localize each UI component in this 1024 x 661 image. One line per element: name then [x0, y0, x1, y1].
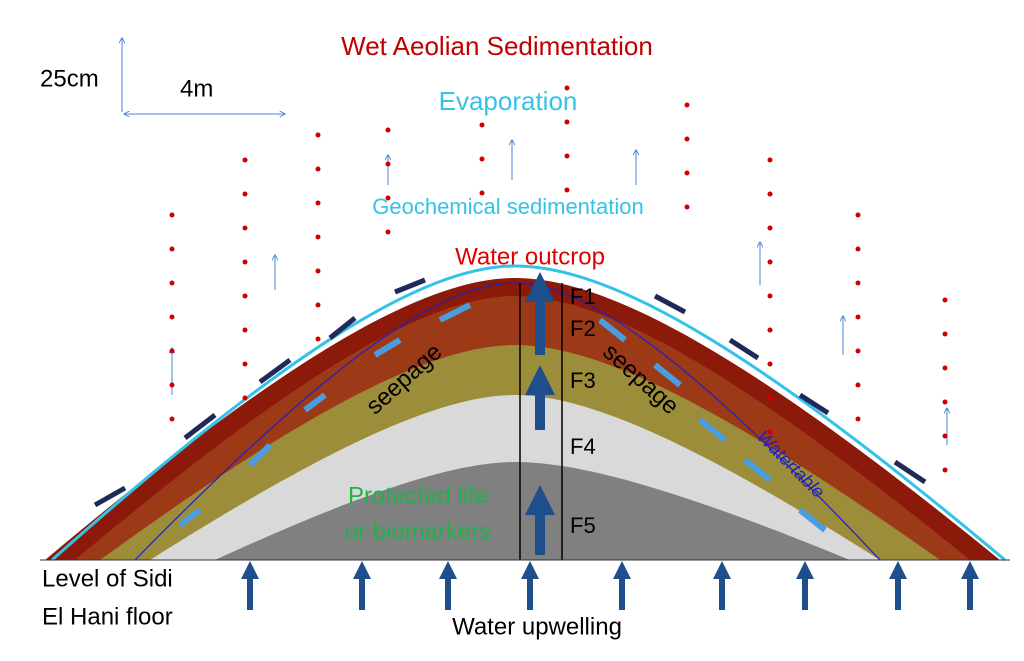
sediment-dot	[479, 122, 485, 128]
label: Evaporation	[439, 86, 578, 116]
label: Level of Sidi	[42, 565, 173, 592]
sediment-dot	[242, 191, 248, 197]
sediment-dot	[564, 119, 570, 125]
runoff-arrow	[183, 413, 217, 440]
sediment-dot	[684, 136, 690, 142]
sediment-dot	[942, 467, 948, 473]
sediment-dot	[767, 327, 773, 333]
sediment-dot	[242, 327, 248, 333]
seepage-arrow	[698, 417, 727, 443]
label: Water outcrop	[455, 243, 605, 270]
runoff-arrow	[798, 392, 830, 416]
runoff-arrow	[258, 357, 292, 385]
sediment-dot	[315, 132, 321, 138]
sediment-dot	[242, 157, 248, 163]
sediment-dot	[855, 348, 861, 354]
label: Geochemical sedimentation	[372, 194, 643, 219]
sediment-dot	[169, 212, 175, 218]
sediment-dot	[242, 259, 248, 265]
seepage-arrow	[653, 362, 682, 388]
sediment-dot	[855, 280, 861, 286]
runoff-arrow	[893, 459, 927, 485]
sediment-dot	[942, 297, 948, 303]
sediment-dot	[684, 170, 690, 176]
sediment-dot	[242, 293, 248, 299]
label: Wet Aeolian Sedimentation	[341, 31, 653, 61]
seepage-arrow	[178, 507, 202, 528]
seepage-arrow	[303, 392, 327, 413]
sediment-dot	[315, 166, 321, 172]
facies-label: F3	[570, 368, 596, 393]
sediment-dot	[684, 102, 690, 108]
sediment-dot	[315, 200, 321, 206]
sediment-dot	[942, 399, 948, 405]
sediment-dot	[767, 429, 773, 435]
sediment-dot	[315, 336, 321, 342]
sediment-dot	[242, 361, 248, 367]
sediment-dot	[767, 157, 773, 163]
sediment-dot	[942, 331, 948, 337]
runoff-arrow	[328, 316, 357, 340]
seepage-arrow	[373, 337, 402, 358]
seepage-arrow	[798, 507, 827, 533]
sediment-dot	[767, 293, 773, 299]
sediment-dot	[855, 314, 861, 320]
label: or biomarkers	[345, 518, 492, 545]
sediment-dot	[855, 212, 861, 218]
sediment-dot	[767, 259, 773, 265]
watertable-line	[134, 282, 881, 561]
sediment-dot	[855, 416, 861, 422]
sediment-dot	[564, 153, 570, 159]
sediment-dot	[767, 361, 773, 367]
sediment-dot	[684, 204, 690, 210]
scale-label: 25cm	[40, 65, 99, 92]
sediment-dot	[315, 234, 321, 240]
facies-label: F5	[570, 513, 596, 538]
sediment-dot	[242, 395, 248, 401]
seepage-arrow	[598, 317, 627, 343]
mound-layers	[40, 264, 1010, 562]
sediment-dot	[767, 395, 773, 401]
sediment-dot	[564, 85, 570, 91]
sediment-dot	[479, 190, 485, 196]
runoff-arrow	[653, 293, 687, 315]
sediment-dot	[169, 314, 175, 320]
seepage-arrow	[438, 302, 472, 323]
sediment-dot	[479, 156, 485, 162]
sediment-dot	[315, 268, 321, 274]
sediment-dot	[767, 191, 773, 197]
runoff-arrow	[394, 277, 426, 295]
label: El Hani floor	[42, 603, 173, 630]
sediment-dot	[385, 195, 391, 201]
runoff-arrow	[93, 485, 127, 508]
facies-label: F1	[570, 284, 596, 309]
decorations	[93, 85, 979, 610]
sediment-dot	[169, 416, 175, 422]
sediment-dot	[942, 365, 948, 371]
sediment-dot	[169, 382, 175, 388]
sediment-dot	[169, 348, 175, 354]
sediment-dot	[242, 225, 248, 231]
sediment-dot	[385, 161, 391, 167]
sediment-dot	[942, 433, 948, 439]
sediment-dot	[564, 187, 570, 193]
sediment-dot	[169, 246, 175, 252]
surface-line	[51, 264, 1006, 562]
label: Protected life	[348, 482, 488, 509]
label: Water upwelling	[452, 613, 622, 640]
facies-label: F4	[570, 434, 596, 459]
facies-label: F2	[570, 316, 596, 341]
seepage-arrow	[247, 442, 273, 468]
sediment-dot	[767, 225, 773, 231]
scale-label: 4m	[180, 75, 213, 102]
sediment-dot	[855, 246, 861, 252]
sediment-dot	[855, 382, 861, 388]
sediment-dot	[385, 127, 391, 133]
seepage-arrow	[743, 457, 772, 483]
sediment-dot	[385, 229, 391, 235]
sediment-dot	[169, 280, 175, 286]
runoff-arrow	[728, 337, 760, 361]
sediment-dot	[315, 302, 321, 308]
